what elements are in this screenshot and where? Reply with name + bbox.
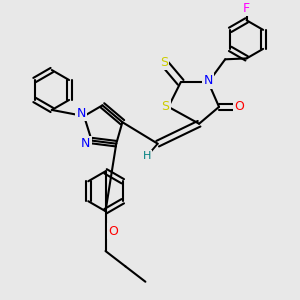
Text: F: F xyxy=(243,2,250,15)
Text: N: N xyxy=(81,137,90,150)
Text: O: O xyxy=(108,225,118,238)
Text: S: S xyxy=(161,100,169,113)
Text: O: O xyxy=(234,100,244,113)
Text: H: H xyxy=(143,151,151,161)
Text: N: N xyxy=(76,106,86,119)
Text: S: S xyxy=(160,56,168,69)
Text: N: N xyxy=(204,74,213,87)
